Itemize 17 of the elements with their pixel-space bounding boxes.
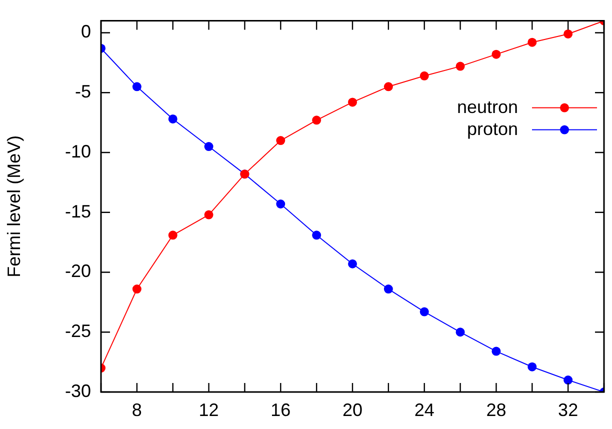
- y-tick-label: -25: [64, 321, 91, 342]
- y-tick-label: -30: [64, 380, 91, 401]
- x-tick-label: 28: [486, 400, 506, 420]
- x-tick-label: 32: [558, 400, 578, 420]
- x-tick-label: 8: [132, 400, 142, 420]
- y-tick-label: -10: [64, 141, 91, 162]
- y-tick-label: -5: [74, 82, 91, 102]
- y-tick-label: 0: [80, 22, 91, 42]
- x-tick-label: 24: [414, 400, 434, 420]
- legend-label: neutron: [456, 96, 518, 117]
- y-tick-label: -15: [64, 201, 91, 222]
- x-tick-label: 16: [270, 400, 291, 420]
- y-tick-label: -20: [64, 261, 91, 282]
- y-axis-title: Fermi level (MeV): [4, 135, 24, 278]
- x-tick-label: 20: [342, 400, 363, 420]
- legend-label: proton: [466, 118, 518, 139]
- x-tick-label: 12: [198, 400, 219, 420]
